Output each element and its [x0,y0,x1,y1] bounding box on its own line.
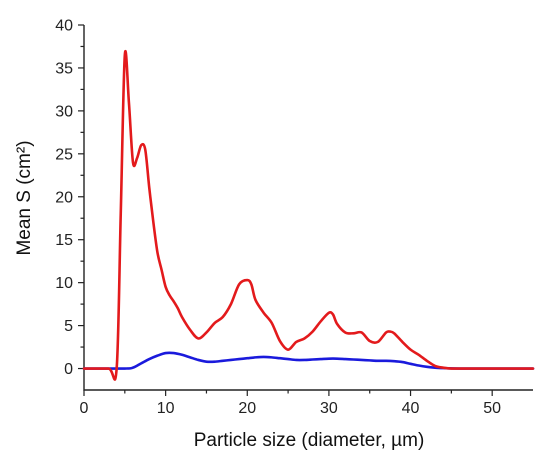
y-tick-label: 10 [55,275,73,292]
x-tick-label: 0 [80,400,89,417]
y-tick-label: 40 [55,18,73,35]
axes: 0 10 20 30 40 50 0 5 10 15 20 25 30 35 40 [55,18,533,417]
y-tick-label: 15 [55,232,73,249]
y-tick-label: 20 [55,189,73,206]
plot-area [82,50,535,381]
x-tick-label: 50 [483,400,501,417]
x-axis-label: Particle size (diameter, µm) [194,430,425,451]
x-tick-label: 30 [320,400,338,417]
x-tick-label: 10 [157,400,175,417]
y-tick-label: 25 [55,146,73,163]
y-axis-label: Mean S (cm²) [14,140,35,255]
y-tick-label: 5 [64,318,73,335]
x-tick-label: 40 [402,400,420,417]
y-tick-label: 30 [55,103,73,120]
y-tick-label: 35 [55,60,73,77]
y-tick-label: 0 [64,361,73,378]
x-tick-label: 20 [238,400,256,417]
series-line-blue [82,351,535,370]
series-line-red [82,50,535,381]
